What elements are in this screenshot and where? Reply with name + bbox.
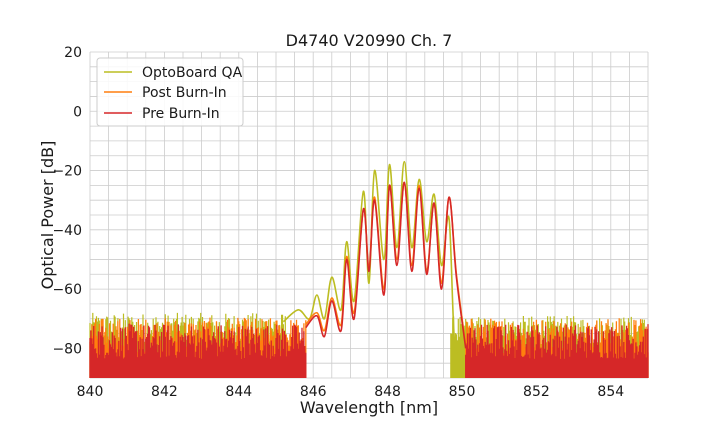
x-tick-labels: 840 842 844 846 848 850 852 854 — [77, 384, 625, 400]
x-tick-label: 852 — [523, 384, 550, 400]
y-tick-labels: 20 0 −20 −40 −60 −80 — [52, 45, 82, 357]
chart-title: D4740 V20990 Ch. 7 — [286, 31, 453, 50]
y-axis-label: Optical Power [dB] — [38, 141, 57, 290]
x-tick-label: 844 — [225, 384, 252, 400]
x-tick-label: 854 — [597, 384, 624, 400]
x-tick-label: 842 — [151, 384, 178, 400]
x-axis-label: Wavelength [nm] — [300, 398, 438, 417]
legend-box — [96, 57, 244, 127]
x-tick-label: 848 — [374, 384, 401, 400]
y-tick-label: −40 — [52, 223, 82, 239]
series-line-pre-burn-in — [305, 181, 467, 349]
x-tick-label: 850 — [449, 384, 476, 400]
noise-floor — [89, 323, 307, 378]
x-tick-label: 840 — [77, 384, 104, 400]
legend-label-pre-burn-in: Pre Burn-In — [142, 106, 220, 122]
y-tick-label: −20 — [52, 164, 82, 180]
y-tick-label: −80 — [52, 341, 82, 357]
y-tick-label: −60 — [52, 282, 82, 298]
noise-floor — [465, 324, 649, 378]
legend-label-post-burn-in: Post Burn-In — [142, 85, 227, 101]
y-tick-label: 20 — [64, 45, 82, 61]
series-line-optoboard-qa — [282, 160, 463, 355]
legend-label-optoboard-qa: OptoBoard QA — [142, 65, 243, 81]
noise-floor-layer — [89, 312, 649, 378]
series-layer — [282, 160, 467, 355]
x-tick-label: 846 — [300, 384, 327, 400]
y-tick-label: 0 — [73, 104, 82, 120]
legend: OptoBoard QA Post Burn-In Pre Burn-In — [96, 57, 244, 127]
